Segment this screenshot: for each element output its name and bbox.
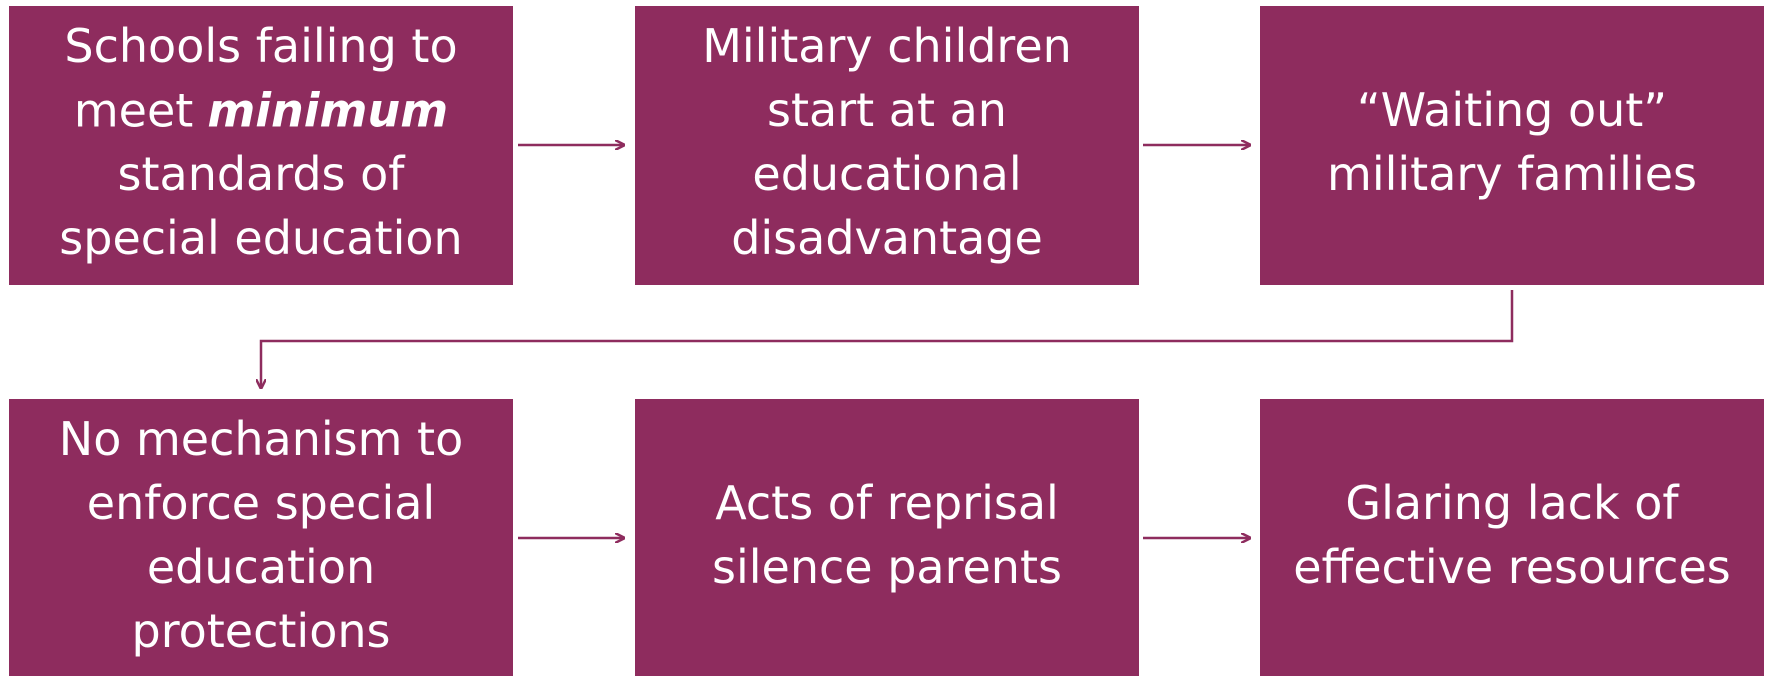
box-text: Glaring lack of (1345, 476, 1680, 530)
box-text: silence parents (712, 540, 1062, 594)
box-text: Acts of reprisal (715, 476, 1059, 530)
box-text: meet minimum (74, 83, 448, 137)
box-text: “Waiting out” (1357, 83, 1667, 137)
box-text: No mechanism to (59, 412, 463, 466)
box-text: protections (132, 604, 391, 658)
box (635, 399, 1139, 676)
box-text: Military children (702, 19, 1072, 73)
box-text: meet (74, 83, 193, 137)
box (9, 399, 513, 676)
box-text: disadvantage (731, 211, 1043, 265)
box (1260, 6, 1764, 285)
boxes: Schools failing to meet minimum standards o… (9, 6, 1764, 676)
box-text: Schools failing to (64, 19, 457, 73)
emphasis: minimum (207, 83, 448, 137)
box-text: education (147, 540, 375, 594)
box-text: enforce special (87, 476, 435, 530)
box-text: educational (752, 147, 1021, 201)
box (9, 6, 513, 285)
box-text: military families (1327, 147, 1697, 201)
box-text: standards of (118, 147, 407, 201)
box (1260, 399, 1764, 676)
box-text: special education (59, 211, 462, 265)
box-text: effective resources (1293, 540, 1730, 594)
connector-arrow (261, 290, 1514, 388)
box-text: start at an (767, 83, 1007, 137)
box (635, 6, 1139, 285)
